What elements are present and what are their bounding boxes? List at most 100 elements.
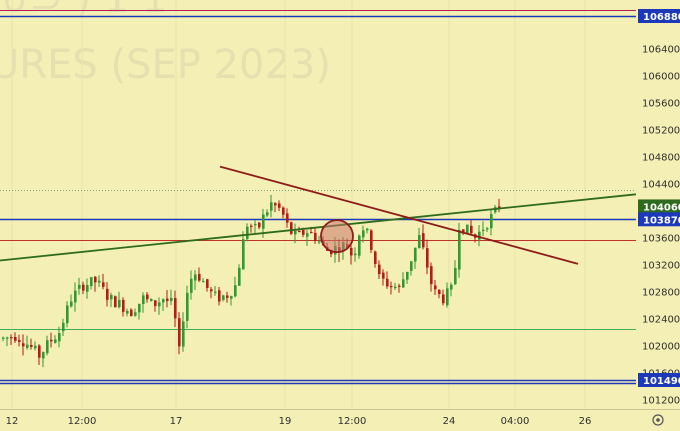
x-tick-label-2: 17 [170,416,183,427]
candle-body-1 [6,337,9,339]
candle-body-60 [242,239,245,270]
trend-line-green-support[interactable] [0,193,637,262]
candle-body-111 [446,288,449,306]
candle-body-100 [402,279,405,288]
candle-body-62 [250,225,253,227]
candle-body-37 [150,299,153,302]
candle-body-58 [234,285,237,297]
candle-body-78 [314,232,317,242]
candle-body-63 [254,223,257,226]
x-tick-label-3: 19 [279,416,292,427]
y-tick-label-13: 106400 [642,44,680,55]
candle-body-17 [70,301,73,307]
price-label-0: 106880 [643,12,680,23]
y-tick-label-12: 106000 [642,71,680,82]
candle-body-10 [42,352,45,359]
candle-body-12 [50,339,53,342]
candle-body-0 [2,337,5,339]
candle-body-20 [82,284,85,291]
candle-body-67 [270,202,273,211]
candle-body-26 [106,288,109,300]
candle-body-21 [86,285,89,292]
trend-lines [0,165,637,265]
y-tick-label-9: 104800 [642,152,680,163]
candle-body-112 [450,284,453,290]
candle-body-48 [194,274,197,281]
candle-body-6 [26,344,29,348]
candle-body-88 [354,253,357,256]
x-gridlines [11,0,586,409]
candle-body-70 [282,207,285,215]
candle-body-59 [238,267,241,286]
y-tick-label-10: 105200 [642,125,680,136]
candle-body-107 [430,266,433,285]
candle-body-41 [166,298,169,302]
candle-body-34 [138,303,141,313]
candle-body-24 [98,280,101,283]
x-tick-label-4: 12:00 [338,416,367,427]
candle-body-19 [78,284,81,289]
candle-body-113 [454,268,457,285]
candle-body-95 [382,272,385,279]
candle-body-25 [102,282,105,287]
price-label-box-2 [638,212,680,227]
candle-body-105 [422,233,425,248]
candle-body-49 [198,273,201,281]
x-tick-label-7: 26 [579,416,592,427]
candle-body-27 [110,294,113,300]
candle-body-53 [214,291,217,293]
candle-body-30 [122,299,125,312]
time-axis-ticks: 12 12:00 17 19 12:00 24 04:00 26 [6,416,592,427]
y-tick-label-2: 102000 [642,342,680,353]
settings-button[interactable] [652,414,664,426]
candle-body-74 [298,230,301,233]
candle-body-50 [202,281,205,283]
candle-body-64 [258,222,261,228]
candle-body-114 [458,229,461,270]
candle-body-16 [66,305,69,324]
candle-body-7 [30,345,33,347]
candle-body-9 [38,345,41,358]
candle-body-31 [126,310,129,314]
candle-body-101 [406,271,409,280]
candle-body-45 [182,321,185,347]
price-label-3: 101490 [643,376,680,387]
gear-icon[interactable] [652,414,664,426]
y-tick-label-11: 105600 [642,98,680,109]
candle-body-89 [358,235,361,256]
candle-body-121 [486,228,489,230]
candle-body-109 [438,289,441,294]
y-tick-label-5: 103200 [642,261,680,272]
trend-line-red-resistance[interactable] [219,165,579,265]
candle-body-122 [490,214,493,229]
x-tick-label-0: 12 [6,416,19,427]
candle-body-5 [22,343,25,347]
candle-body-13 [54,339,57,343]
candle-body-3 [14,337,17,341]
candle-body-94 [378,264,381,275]
candle-body-61 [246,226,249,240]
candle-body-119 [478,231,481,240]
candle-body-44 [178,318,181,347]
candle-body-43 [174,298,177,319]
symbol-watermark: URES (SEP 2023) [0,42,331,88]
x-tick-label-1: 12:00 [68,416,97,427]
candle-body-39 [158,302,161,307]
candle-body-32 [130,309,133,317]
y-tick-label-6: 103600 [642,234,680,245]
candle-body-29 [118,299,121,308]
candle-body-15 [62,322,65,332]
candle-body-73 [294,230,297,235]
candle-body-65 [262,214,265,229]
candle-body-71 [286,213,289,223]
candle-body-102 [410,261,413,271]
candle-body-115 [462,229,465,234]
y-tick-label-0: 101200 [642,396,680,407]
candle-body-66 [266,212,269,216]
candle-body-93 [374,251,377,264]
gear-icon-center [656,418,660,422]
candle-body-23 [94,276,97,283]
candle-body-108 [434,285,437,290]
candle-body-116 [466,224,469,235]
